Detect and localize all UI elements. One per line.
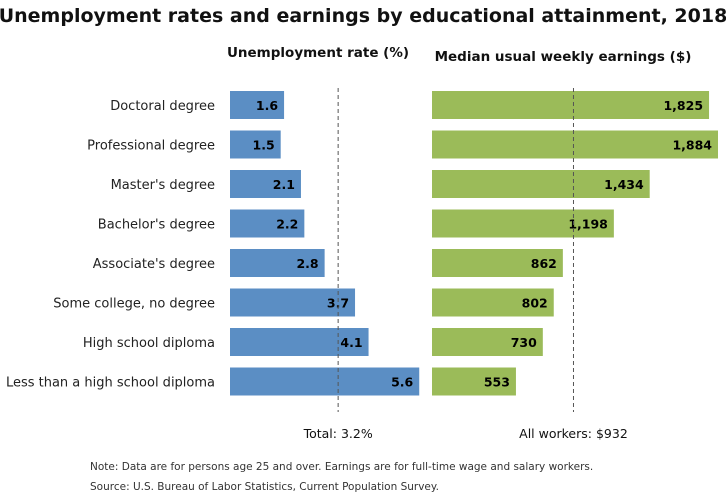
data-label: 553 — [484, 375, 510, 390]
data-label: 1.5 — [253, 138, 275, 153]
category-label: Associate's degree — [93, 257, 215, 272]
reference-label: All workers: $932 — [519, 426, 628, 441]
category-label: Professional degree — [87, 139, 215, 154]
data-label: 1.6 — [256, 98, 278, 113]
category-label: Master's degree — [111, 178, 215, 193]
unemployment-panel: 1.6 1.5 2.1 2.2 2.8 3.7 4.1 5.6 Total: 3.2% — [230, 88, 420, 441]
bar — [432, 367, 516, 396]
category-label: Some college, no degree — [53, 297, 215, 312]
source-text: Source: U.S. Bureau of Labor Statistics,… — [90, 481, 439, 493]
data-label: 1,884 — [672, 138, 712, 153]
bar — [230, 209, 305, 238]
bar — [230, 91, 285, 119]
data-label: 1,434 — [604, 177, 644, 192]
data-label: 5.6 — [391, 375, 413, 390]
bar — [230, 170, 301, 198]
chart-title: Unemployment rates and earnings by educa… — [0, 5, 726, 27]
panel-title-earnings: Median usual weekly earnings ($) — [435, 49, 692, 65]
data-label: 2.8 — [296, 256, 318, 271]
bar — [432, 328, 543, 356]
data-label: 862 — [531, 256, 557, 271]
category-label: High school diploma — [83, 336, 215, 351]
data-label: 1,825 — [663, 98, 703, 113]
bar — [230, 288, 356, 317]
data-label: 4.1 — [340, 335, 362, 350]
bar — [230, 328, 369, 356]
bar — [432, 130, 718, 159]
panel-title-unemployment: Unemployment rate (%) — [227, 45, 409, 61]
bar — [432, 209, 614, 238]
bar — [230, 249, 325, 277]
category-label: Less than a high school diploma — [6, 376, 215, 391]
bar — [432, 288, 554, 317]
bar — [432, 170, 650, 198]
reference-label: Total: 3.2% — [303, 426, 373, 441]
data-label: 1,198 — [568, 217, 608, 232]
data-label: 3.7 — [327, 296, 349, 311]
category-label: Bachelor's degree — [98, 218, 215, 233]
earnings-panel: 1,825 1,884 1,434 1,198 862 802 730 553 All work… — [432, 88, 718, 441]
category-label: Doctoral degree — [110, 99, 215, 114]
data-label: 2.2 — [276, 217, 298, 232]
category-labels: Doctoral degree Professional degree Master… — [6, 99, 215, 391]
note-text: Note: Data are for persons age 25 and ov… — [90, 461, 593, 473]
bar — [432, 249, 563, 277]
data-label: 2.1 — [273, 177, 295, 192]
data-label: 730 — [511, 335, 537, 350]
bar — [432, 91, 710, 119]
bar — [230, 367, 420, 396]
data-label: 802 — [522, 296, 548, 311]
bar — [230, 130, 281, 159]
